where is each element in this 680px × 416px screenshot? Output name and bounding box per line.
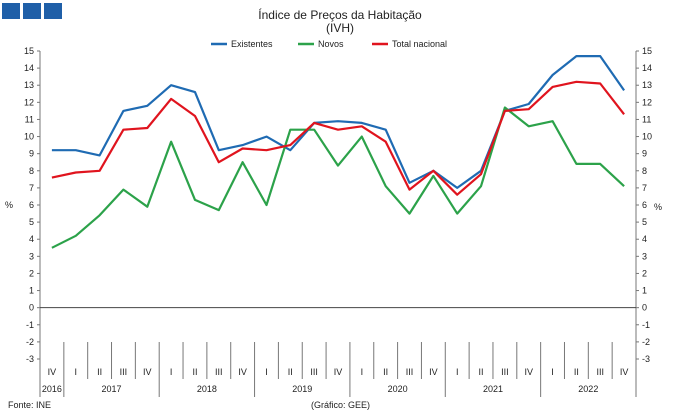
y-tick-label-right: -2: [642, 337, 650, 347]
x-tick-label-quarter: I: [456, 367, 459, 377]
chart-subtitle: (IVH): [326, 21, 354, 35]
y-tick-label-left: 11: [25, 114, 34, 124]
series-line-total-nacional: [51, 80, 625, 196]
y-tick-label-right: -1: [642, 320, 650, 330]
legend-label: Existentes: [231, 39, 273, 49]
series-line-existentes: [51, 54, 626, 189]
x-axis: IV I II III IV I II III IV I II III IV I II III IV I II III…: [39, 342, 637, 397]
y-tick-label-right: 11: [642, 114, 651, 124]
y-tick-label-left: 5: [29, 217, 34, 227]
x-tick-label-quarter: II: [574, 367, 579, 377]
x-tick-label-year: 2016: [42, 384, 62, 394]
brand-square: [44, 3, 62, 19]
y-tick-label-left: 12: [24, 97, 34, 107]
x-tick-label-quarter: III: [215, 367, 223, 377]
y-tick-label-right: 0: [642, 303, 647, 313]
y-tick-label-right: 9: [642, 149, 647, 159]
y-tick-label-left: 3: [29, 251, 34, 261]
y-tick-label-left: 15: [24, 46, 34, 56]
x-tick-label-quarter: IV: [429, 367, 438, 377]
y-tick-label-right: 1: [642, 286, 647, 296]
series-group: [51, 54, 626, 249]
brand-square: [2, 3, 20, 19]
x-tick-label-quarter: II: [383, 367, 388, 377]
x-tick-label-quarter: II: [288, 367, 293, 377]
x-tick-label-year: 2021: [483, 384, 503, 394]
x-tick-label-quarter: III: [310, 367, 318, 377]
y-tick-label-left: 9: [29, 149, 34, 159]
y-tick-label-left: 14: [24, 63, 34, 73]
y-tick-label-right: 2: [642, 268, 647, 278]
y-tick-label-right: 13: [642, 80, 652, 90]
y-tick-label-right: 8: [642, 166, 647, 176]
y-axis-label-left: %: [5, 200, 13, 210]
x-tick-label-year: 2018: [197, 384, 217, 394]
y-tick-label-right: 14: [642, 63, 652, 73]
x-tick-label-quarter: I: [75, 367, 78, 377]
y-tick-label-left: -3: [26, 354, 34, 364]
y-tick-label-left: 6: [29, 200, 34, 210]
y-tick-label-left: 13: [24, 80, 34, 90]
x-tick-label-quarter: II: [479, 367, 484, 377]
y-tick-label-right: -3: [642, 354, 650, 364]
x-tick-label-quarter: I: [551, 367, 554, 377]
x-tick-label-quarter: III: [501, 367, 509, 377]
y-tick-label-left: 2: [29, 268, 34, 278]
y-tick-label-right: 10: [642, 132, 652, 142]
x-tick-label-quarter: IV: [620, 367, 629, 377]
y-tick-label-right: 5: [642, 217, 647, 227]
y-tick-label-right: 4: [642, 234, 647, 244]
x-tick-label-year: 2020: [388, 384, 408, 394]
y-tick-label-right: 15: [642, 46, 652, 56]
x-tick-label-quarter: II: [192, 367, 197, 377]
series-line-novos: [51, 106, 625, 249]
y-tick-label-right: 3: [642, 251, 647, 261]
y-tick-label-right: 12: [642, 97, 652, 107]
y-tick-label-right: 7: [642, 183, 647, 193]
legend-label: Total nacional: [392, 39, 447, 49]
y-tick-label-left: -1: [26, 320, 34, 330]
y-tick-label-left: 1: [29, 286, 34, 296]
x-tick-label-quarter: IV: [143, 367, 152, 377]
x-tick-label-quarter: I: [170, 367, 173, 377]
y-tick-label-left: 10: [24, 132, 34, 142]
y-tick-label-left: 8: [29, 166, 34, 176]
y-tick-label-right: 6: [642, 200, 647, 210]
x-tick-label-quarter: III: [120, 367, 128, 377]
x-tick-label-quarter: I: [265, 367, 268, 377]
y-tick-label-left: 7: [29, 183, 34, 193]
x-tick-label-quarter: III: [596, 367, 604, 377]
x-tick-label-quarter: II: [97, 367, 102, 377]
x-tick-label-quarter: III: [406, 367, 414, 377]
brand-square: [23, 3, 41, 19]
chart-title: Índice de Preços da Habitação: [258, 7, 422, 22]
footer-source: Fonte: INE: [8, 400, 52, 410]
x-tick-label-year: 2019: [292, 384, 312, 394]
x-tick-label-quarter: I: [361, 367, 364, 377]
x-tick-label-quarter: IV: [334, 367, 343, 377]
x-tick-label-quarter: IV: [238, 367, 247, 377]
legend-label: Novos: [318, 39, 344, 49]
x-tick-label-year: 2017: [102, 384, 122, 394]
legend: Existentes Novos Total nacional: [211, 39, 447, 49]
y-tick-label-left: 0: [29, 303, 34, 313]
x-tick-label-quarter: IV: [48, 367, 57, 377]
y-tick-label-left: -2: [26, 337, 34, 347]
x-tick-label-quarter: IV: [524, 367, 533, 377]
x-tick-label-year: 2022: [578, 384, 598, 394]
y-axis-label-right: %: [654, 202, 662, 212]
footer-credit: (Gráfico: GEE): [311, 400, 371, 410]
y-tick-label-left: 4: [29, 234, 34, 244]
